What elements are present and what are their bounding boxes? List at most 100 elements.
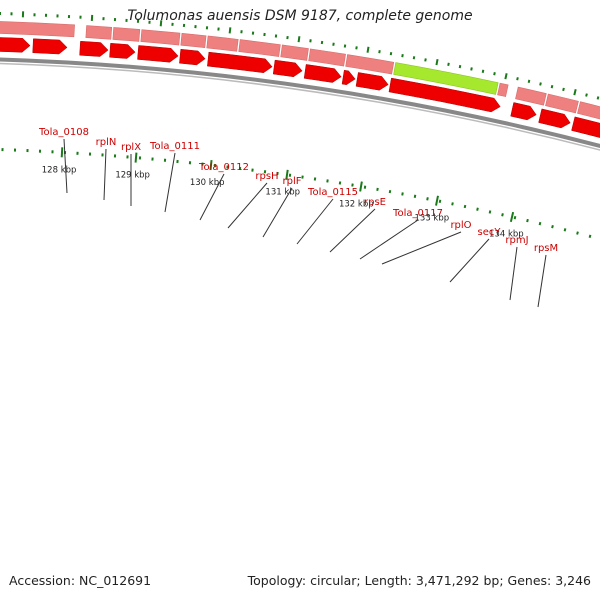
cds-arrow [341,69,356,85]
leader-line [227,182,268,229]
gene-label: rpsM [534,243,558,254]
cds-arrow [355,72,389,91]
scale-tick [538,221,542,226]
gene-feature-highlight [393,62,499,95]
gene-feature [345,54,395,75]
tick-mark [228,27,232,34]
gene-labels: Tola_0108 rplN rplX Tola_0111 Tola_0112 rpsH r… [38,127,558,308]
gene-label: secY [478,227,502,238]
cds-arrow [32,38,68,55]
cds-arrows [0,37,600,138]
leader-line [199,173,225,221]
gene-label: rplX [121,142,141,153]
gene-feature [577,101,600,120]
scale-major-tick [134,152,138,163]
scale-label: 129 kbp [115,171,150,181]
accession-text: Accession: NC_012691 [9,573,152,588]
gene-label: rpmJ [505,235,528,246]
leader-line [103,148,107,201]
tick-mark [481,69,485,73]
tick-mark [596,96,600,100]
tick-mark [550,84,554,89]
scale-tick [551,225,554,229]
cds-arrow [79,40,109,57]
gene-feature [545,93,579,114]
gene-feature [497,82,509,97]
cds-arrow [272,59,303,78]
tick-mark [562,87,565,92]
tick-mark [539,82,542,86]
scale-major-tick [60,147,64,158]
scale-major-tick [359,181,363,192]
cds-arrow [0,37,31,53]
tick-mark [585,93,588,97]
scale-major-tick [285,169,289,180]
gene-feature [0,21,75,38]
gene-label: rplF [283,176,302,187]
gene-feature [515,86,547,106]
gene-feature [140,29,181,46]
scale-tick [563,228,567,232]
tick-mark [412,56,416,60]
leader-line [381,231,462,265]
scale-tick [363,185,367,189]
cds-arrow [303,64,342,83]
cds-arrow [538,108,571,129]
scale-tick [413,194,417,199]
tick-mark [378,50,381,54]
cds-arrow [388,77,501,113]
gene-label: Tola_0117 [392,208,443,219]
tick-mark [159,20,163,27]
gene-feature [308,48,346,67]
leader-line [63,138,68,194]
gene-label: Tola_0112 [198,162,249,173]
gene-label: rplO [450,220,471,231]
scale-major-tick [435,195,439,206]
cds-arrow [109,42,136,59]
scale-tick [401,192,404,196]
scale-label: 134 kbp [489,230,524,240]
kbp-scale: 128 kbp 129 kbp 130 kbp 131 kbp 132 kbp 133 k… [1,147,592,240]
tick-mark [447,62,450,66]
leader-line [359,219,419,260]
gene-feature [238,39,281,57]
scale-tick [576,231,579,235]
gene-label: rpsH [255,171,278,182]
scale-tick [376,187,379,192]
cds-arrow [207,51,273,74]
tick-mark [458,64,462,69]
tick-mark [573,89,577,96]
leader-line [329,208,376,253]
scale-label: 130 kbp [190,178,225,188]
scale-tick [476,207,479,211]
scale-tick [501,213,504,217]
leader-line [449,238,490,283]
backbone-line [0,57,600,148]
tick-mark [493,72,496,76]
leader-line [509,246,518,301]
gene-label: Tola_0108 [38,127,89,138]
scale-tick [526,218,529,223]
leader-line [537,254,547,308]
gene-feature [280,44,309,61]
gene-label: rpsE [364,197,386,208]
scale-tick [451,202,454,206]
tick-mark [470,67,473,71]
scale-tick [513,215,517,220]
cds-arrow [510,102,537,121]
tick-mark [424,58,427,62]
cds-arrow [571,116,600,138]
tick-mark [401,54,404,58]
tick-mark [504,73,508,80]
scale-major-tick [209,159,213,171]
topology-text: Topology: circular; Length: 3,471,292 bp… [247,573,591,588]
tick-mark [366,46,370,53]
scale-major-tick [509,211,515,223]
tick-mark [435,58,439,66]
tick-mark [297,36,301,43]
leader-line [164,152,176,213]
cds-arrow [137,45,179,63]
genome-backbone [0,57,600,151]
scale-tick [488,210,492,214]
leader-line [296,198,334,245]
